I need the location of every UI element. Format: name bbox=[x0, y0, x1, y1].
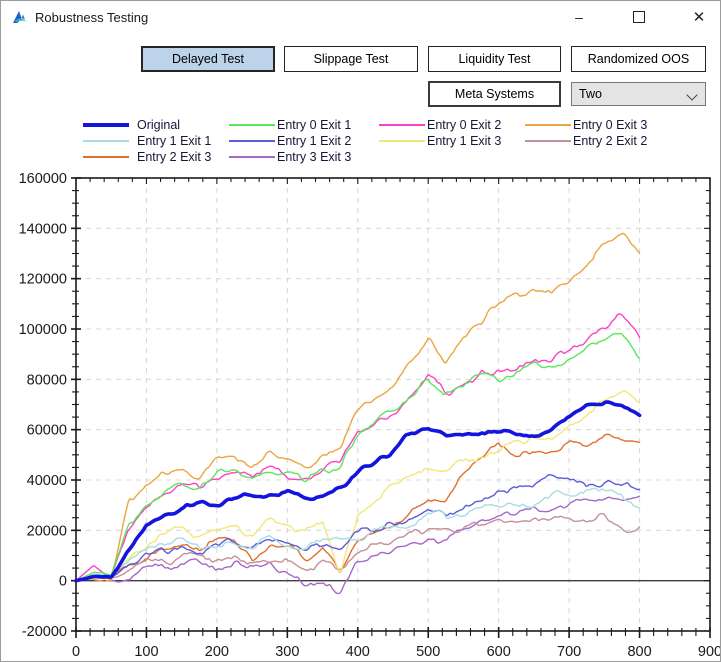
title-bar: Robustness Testing – ✕ bbox=[1, 1, 720, 35]
svg-text:40000: 40000 bbox=[27, 473, 67, 489]
svg-text:100000: 100000 bbox=[19, 322, 67, 338]
legend-label: Original bbox=[137, 118, 181, 132]
window-title: Robustness Testing bbox=[35, 10, 149, 25]
dropdown-value: Two bbox=[579, 87, 602, 101]
maximize-icon bbox=[633, 11, 645, 23]
legend-swatch bbox=[83, 156, 129, 158]
legend-label: Entry 2 Exit 3 bbox=[137, 150, 212, 164]
legend-label: Entry 1 Exit 3 bbox=[427, 134, 502, 148]
svg-text:60000: 60000 bbox=[27, 423, 67, 439]
svg-text:700: 700 bbox=[557, 644, 581, 660]
svg-text:800: 800 bbox=[627, 644, 651, 660]
legend-swatch bbox=[379, 140, 425, 142]
minimize-icon: – bbox=[575, 9, 583, 25]
randomized-oos-button[interactable]: Randomized OOS bbox=[571, 46, 706, 72]
svg-text:0: 0 bbox=[72, 644, 80, 660]
legend-label: Entry 0 Exit 1 bbox=[277, 118, 352, 132]
app-logo-icon bbox=[13, 11, 27, 23]
legend-swatch bbox=[83, 140, 129, 142]
legend-label: Entry 0 Exit 2 bbox=[427, 118, 502, 132]
legend-label: Entry 3 Exit 3 bbox=[277, 150, 352, 164]
svg-text:-20000: -20000 bbox=[22, 624, 67, 640]
legend-swatch bbox=[229, 124, 275, 126]
svg-text:140000: 140000 bbox=[19, 221, 67, 237]
liquidity-test-button[interactable]: Liquidity Test bbox=[428, 46, 561, 72]
legend-swatch bbox=[379, 124, 425, 126]
svg-text:80000: 80000 bbox=[27, 372, 67, 388]
svg-text:100: 100 bbox=[134, 644, 158, 660]
svg-text:160000: 160000 bbox=[19, 171, 67, 187]
minimize-button[interactable]: – bbox=[557, 1, 601, 33]
legend-label: Entry 0 Exit 3 bbox=[573, 118, 648, 132]
legend-swatch bbox=[83, 123, 129, 127]
delayed-test-button[interactable]: Delayed Test bbox=[141, 46, 275, 72]
legend-label: Entry 1 Exit 2 bbox=[277, 134, 352, 148]
meta-systems-dropdown[interactable]: Two bbox=[571, 82, 706, 106]
svg-text:900: 900 bbox=[698, 644, 720, 660]
close-icon: ✕ bbox=[692, 9, 706, 26]
svg-text:120000: 120000 bbox=[19, 272, 67, 288]
legend-label: Entry 1 Exit 1 bbox=[137, 134, 212, 148]
close-button[interactable]: ✕ bbox=[677, 1, 720, 33]
svg-text:200: 200 bbox=[205, 644, 229, 660]
legend-swatch bbox=[229, 140, 275, 142]
maximize-button[interactable] bbox=[617, 1, 661, 33]
legend-swatch bbox=[525, 140, 571, 142]
chevron-down-icon bbox=[686, 89, 698, 101]
svg-text:500: 500 bbox=[416, 644, 440, 660]
svg-text:300: 300 bbox=[275, 644, 299, 660]
svg-text:400: 400 bbox=[346, 644, 370, 660]
legend-label: Entry 2 Exit 2 bbox=[573, 134, 648, 148]
slippage-test-button[interactable]: Slippage Test bbox=[284, 46, 418, 72]
legend-swatch bbox=[525, 124, 571, 126]
svg-text:0: 0 bbox=[59, 574, 67, 590]
meta-systems-button[interactable]: Meta Systems bbox=[428, 81, 561, 107]
svg-text:20000: 20000 bbox=[27, 523, 67, 539]
legend-swatch bbox=[229, 156, 275, 158]
svg-text:600: 600 bbox=[487, 644, 511, 660]
